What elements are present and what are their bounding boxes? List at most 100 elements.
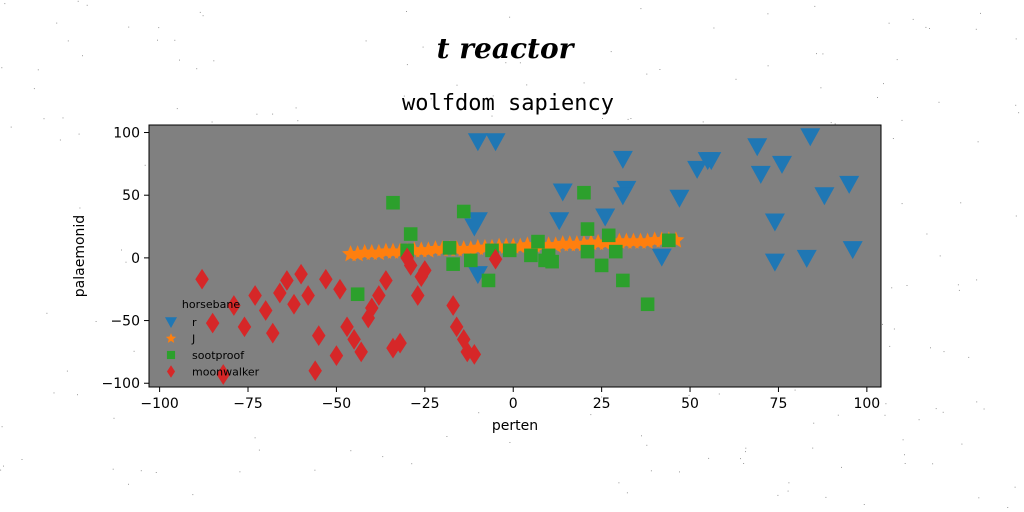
point-moonwalker (258, 300, 273, 321)
point-sootproof (662, 233, 676, 248)
point-moonwalker (340, 316, 354, 338)
speckle (830, 122, 832, 124)
speckle (406, 64, 408, 66)
x-axis: −100 −75 −50 −25 0 25 50 75 100 (140, 387, 880, 412)
speckle (713, 27, 715, 29)
speckle (942, 411, 944, 413)
speckle (939, 255, 941, 257)
x-tick-label: 100 (853, 396, 880, 412)
speckle (297, 120, 299, 122)
speckle (901, 203, 903, 205)
chart-suptitle: t reactor (437, 32, 576, 65)
point-moonwalker (308, 360, 322, 382)
speckle (841, 466, 842, 468)
speckle (59, 139, 61, 141)
speckle (1015, 215, 1017, 217)
legend-marker-J (165, 333, 177, 343)
speckle (43, 118, 45, 120)
point-r (549, 212, 570, 231)
speckle (62, 117, 64, 119)
point-r (669, 189, 690, 208)
speckle (688, 394, 690, 396)
speckle (618, 482, 620, 484)
speckle (350, 450, 352, 452)
speckle (505, 62, 507, 64)
legend-marker-moonwalker (166, 365, 176, 378)
speckle (37, 69, 39, 71)
speckle (745, 451, 746, 453)
speckle (943, 351, 945, 353)
point-r (467, 133, 488, 152)
speckle (891, 287, 893, 289)
x-tick-label: 25 (593, 396, 611, 412)
x-axis-label: perten (492, 418, 538, 434)
speckle (33, 88, 35, 90)
plot-frame (148, 124, 882, 388)
speckle (509, 442, 511, 443)
speckle (0, 469, 2, 471)
chart-title: wolfdom sapiency (402, 91, 614, 116)
point-r (771, 155, 792, 174)
point-r (467, 266, 488, 285)
speckle (256, 113, 258, 115)
point-r (612, 187, 633, 206)
point-r (842, 241, 863, 260)
speckle (155, 472, 157, 473)
point-sootproof (456, 204, 471, 219)
point-moonwalker (403, 255, 418, 276)
point-r (552, 183, 573, 202)
point-r (464, 218, 485, 237)
speckle (258, 449, 260, 451)
speckle (679, 471, 680, 473)
speckle (885, 403, 887, 405)
point-moonwalker (301, 285, 315, 306)
x-tick-label: −25 (410, 396, 440, 412)
speckle (882, 323, 883, 325)
point-moonwalker (294, 263, 308, 285)
speckle (77, 0, 79, 2)
speckle (125, 261, 127, 263)
speckle (239, 471, 241, 473)
y-axis-label: palaemonid (72, 215, 88, 297)
point-sootproof (545, 254, 559, 269)
point-moonwalker (280, 270, 294, 291)
point-moonwalker (311, 325, 326, 346)
speckle (526, 84, 528, 86)
speckle (740, 458, 741, 460)
point-sootproof (442, 241, 457, 255)
speckle (53, 392, 55, 394)
speckle (788, 482, 790, 484)
point-r (764, 213, 785, 232)
point-moonwalker (386, 337, 400, 359)
speckle (56, 22, 58, 24)
legend-label-J: J (191, 333, 195, 346)
speckle (646, 73, 648, 75)
point-sootproof (580, 244, 595, 259)
y-tick-label: 50 (122, 188, 140, 204)
speckle (95, 321, 97, 322)
speckle (889, 345, 891, 347)
point-sootproof (403, 227, 418, 241)
speckle (767, 13, 769, 15)
speckle (627, 118, 629, 120)
speckle (140, 470, 142, 472)
point-moonwalker (365, 297, 379, 319)
point-r (800, 128, 821, 147)
speckle (735, 78, 737, 80)
speckle (932, 463, 934, 465)
series-moonwalker (195, 247, 503, 385)
speckle (976, 401, 978, 403)
point-r (687, 160, 708, 179)
speckle (128, 483, 129, 485)
speckle (1, 426, 3, 428)
point-r (764, 253, 785, 272)
speckle (925, 26, 927, 28)
point-moonwalker (354, 341, 368, 363)
speckle (1018, 112, 1020, 114)
speckle (519, 62, 521, 64)
point-sootproof (524, 248, 538, 263)
speckle (813, 422, 815, 424)
speckle (929, 28, 930, 29)
speckle (863, 504, 865, 505)
